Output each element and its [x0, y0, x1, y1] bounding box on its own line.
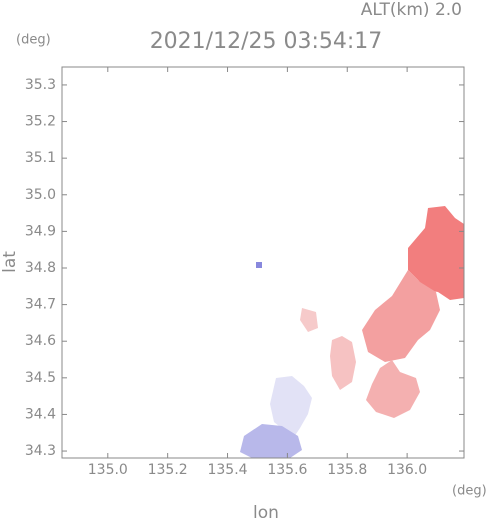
x-tick-label: 135.8	[327, 462, 367, 478]
y-tick-label: 35.0	[25, 187, 56, 203]
y-tick-label: 35.2	[25, 114, 56, 130]
y-tick-label: 34.7	[25, 297, 56, 313]
x-tick-label: 135.6	[267, 462, 307, 478]
y-tick-label: 34.6	[25, 333, 56, 349]
echo-region	[270, 376, 312, 440]
x-tick-label: 135.4	[207, 462, 247, 478]
altitude-label: ALT(km) 2.0	[361, 0, 462, 20]
y-tick-label: 34.4	[25, 406, 56, 422]
echo-region	[256, 262, 262, 268]
plot-frame	[61, 66, 465, 459]
echo-regions	[240, 206, 464, 458]
x-axis-label: lon	[253, 503, 279, 521]
echo-region	[330, 336, 356, 390]
x-tick-label: 135.0	[88, 462, 128, 478]
echo-region	[300, 308, 318, 332]
echo-region	[366, 360, 420, 418]
echo-region	[362, 270, 440, 362]
echo-region	[408, 206, 464, 300]
x-tick-label: 135.2	[148, 462, 188, 478]
y-tick-label: 34.3	[25, 443, 56, 459]
y-tick-label: 34.9	[25, 223, 56, 239]
chart-title: 2021/12/25 03:54:17	[150, 29, 383, 54]
y-tick-label: 34.8	[25, 260, 56, 276]
y-unit: (deg)	[16, 33, 51, 48]
y-tick-label: 34.5	[25, 370, 56, 386]
y-tick-label: 35.1	[25, 150, 56, 166]
y-tick-label: 35.3	[25, 77, 56, 93]
echo-region	[240, 424, 302, 458]
x-unit: (deg)	[452, 484, 487, 499]
x-tick-label: 136.0	[387, 462, 427, 478]
y-axis-label: lat	[0, 251, 20, 273]
